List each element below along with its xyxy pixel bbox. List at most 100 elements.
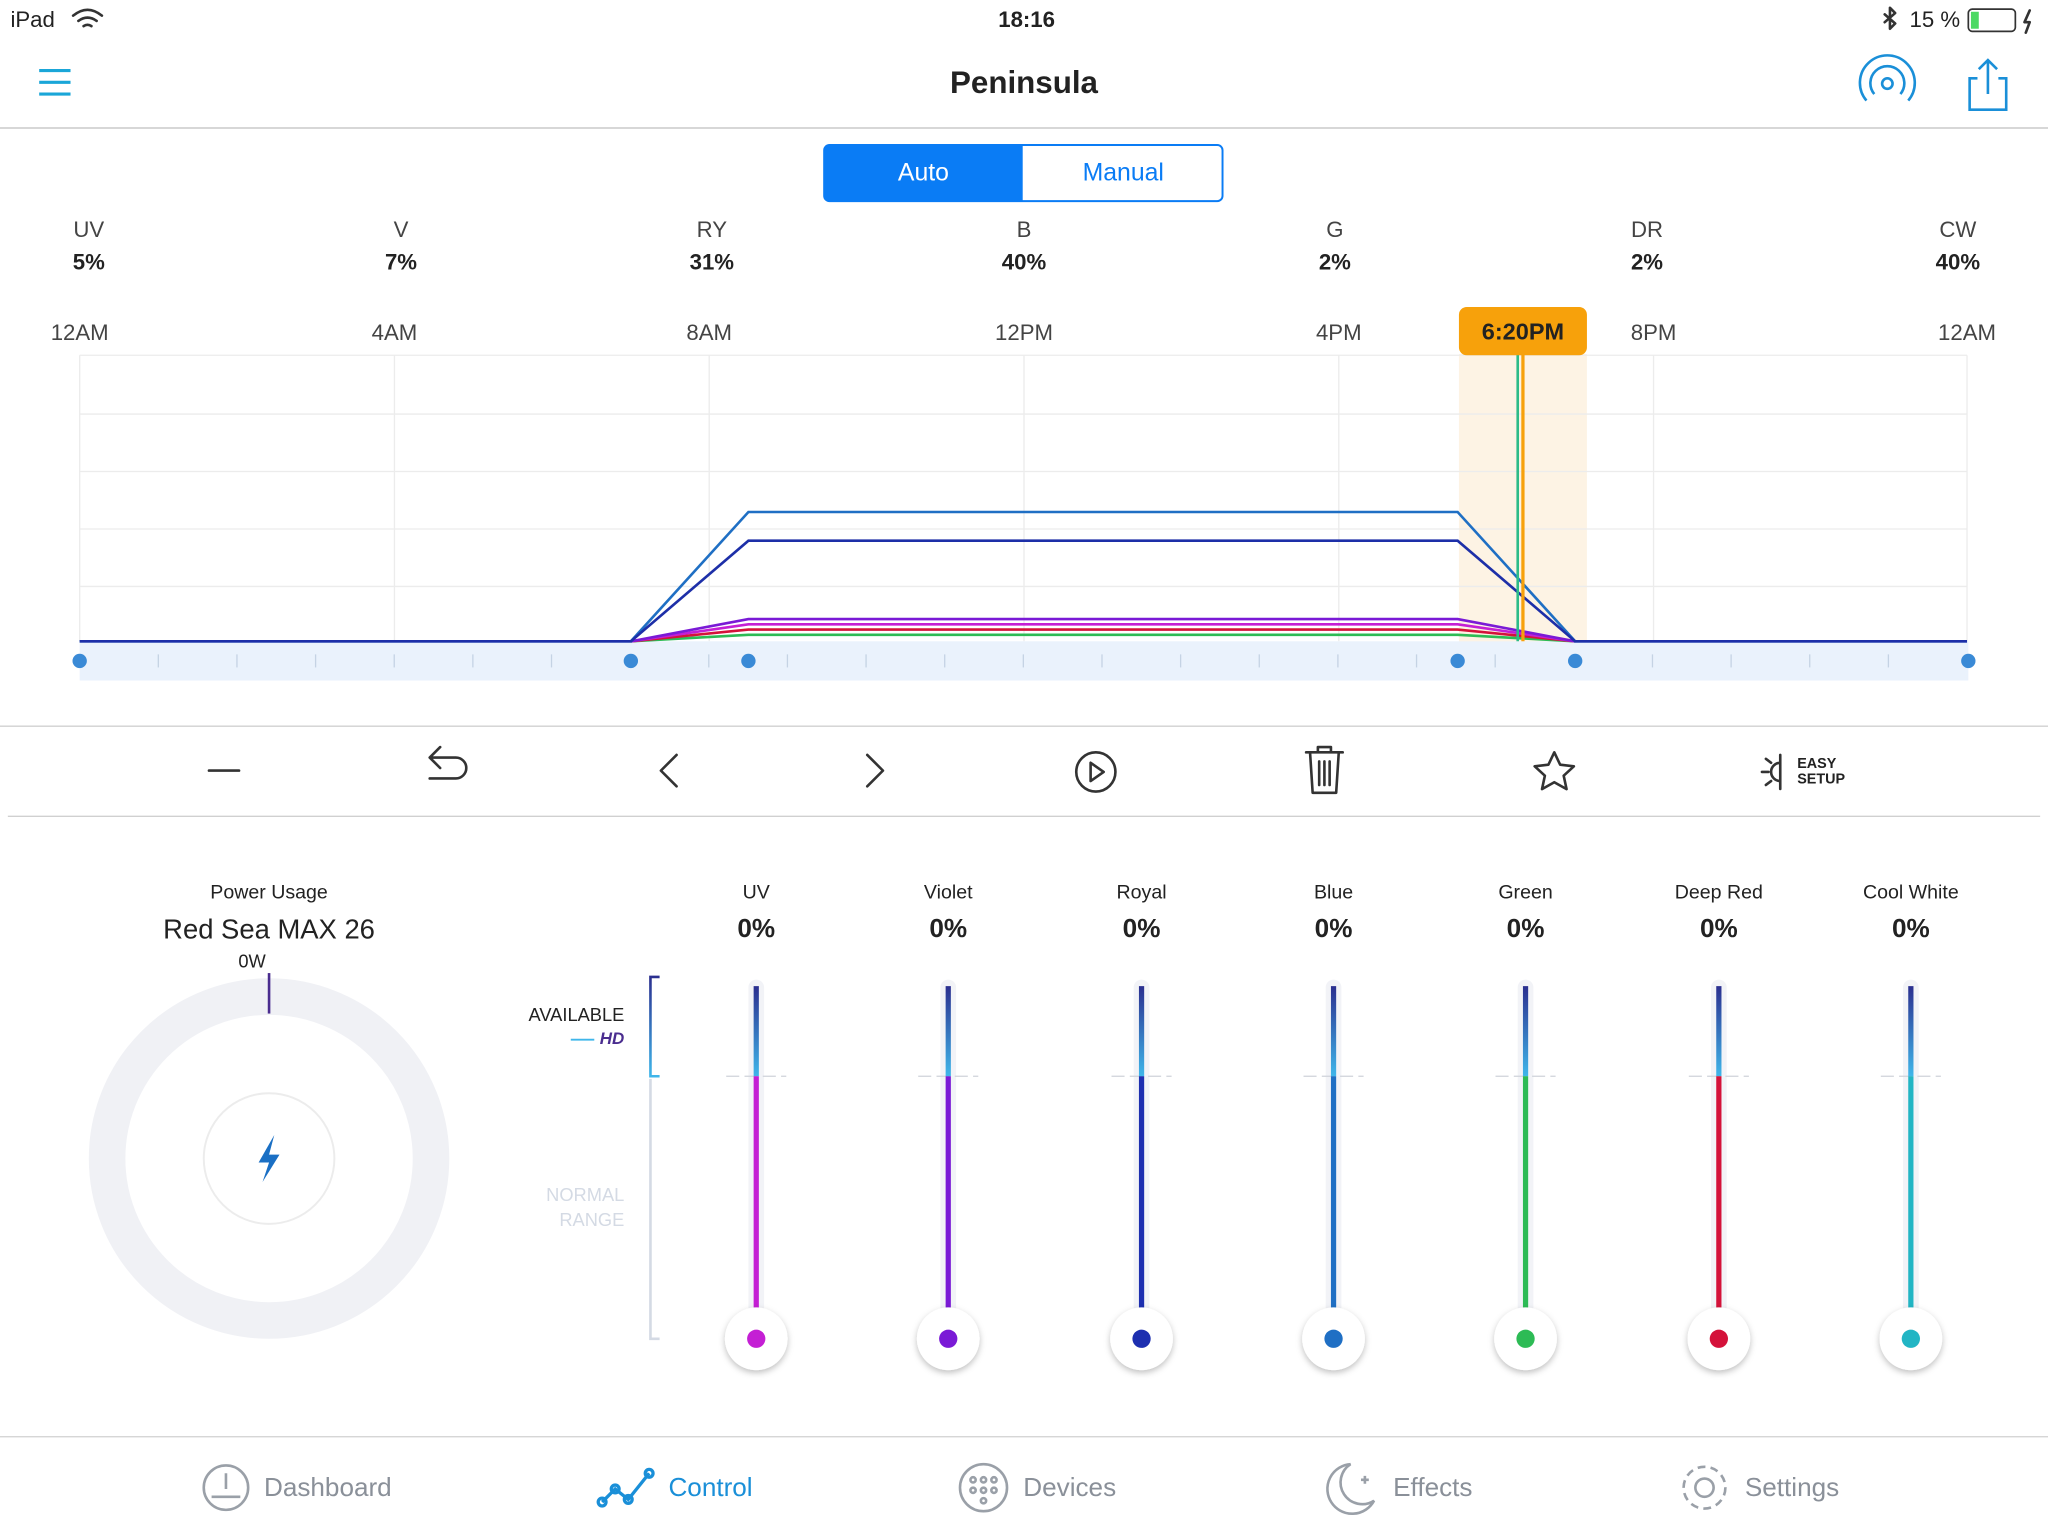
power-watts: 0W: [238, 950, 266, 971]
slider-value: 0%: [1507, 913, 1545, 943]
slider-hd-track: [1330, 986, 1337, 1077]
slider-value: 0%: [1700, 913, 1738, 943]
share-button[interactable]: [1968, 58, 2008, 112]
channel-slider[interactable]: Deep Red 0%: [1675, 882, 1763, 1371]
slider-track: [1716, 1076, 1722, 1312]
battery-icon: [1967, 8, 2017, 33]
slider-hd-track: [1138, 986, 1145, 1077]
channel-level: 2%: [1631, 250, 1663, 275]
current-time: 6:20PM: [1482, 318, 1564, 344]
channel-slider[interactable]: Green 0%: [1494, 882, 1557, 1371]
tab-label[interactable]: Control: [668, 1472, 752, 1502]
slider-knob-dot: [1516, 1329, 1535, 1348]
tab-icons: [202, 1462, 1727, 1515]
channel-label: UV: [73, 217, 104, 242]
slider-value: 0%: [1315, 913, 1353, 943]
bluetooth-icon: [1883, 6, 1897, 31]
control-icon[interactable]: [596, 1467, 655, 1508]
tab-label[interactable]: Effects: [1393, 1472, 1472, 1502]
slider-name: Royal: [1117, 882, 1167, 904]
time-label: 8PM: [1631, 320, 1677, 345]
schedule-points[interactable]: [72, 653, 1976, 669]
time-label: 8AM: [686, 320, 732, 345]
next-button[interactable]: [865, 753, 885, 788]
slider-name: UV: [743, 882, 770, 904]
dynamic-content: UV 5% V 7% RY 31% B 40% G 2% DR 2% CW 40% 12AM 4AM 8AM 12…: [51, 217, 1996, 1502]
menu-button[interactable]: [39, 68, 71, 96]
slider-hd-track: [1522, 986, 1529, 1077]
undo-button[interactable]: [428, 745, 468, 780]
slider-value: 0%: [929, 913, 967, 943]
slider-track: [1522, 1076, 1529, 1312]
tab-label[interactable]: Settings: [1745, 1472, 1839, 1502]
slider-knob-dot: [1709, 1329, 1728, 1348]
hd-label: HD: [600, 1029, 625, 1048]
channel-label: B: [1017, 217, 1032, 242]
delete-button[interactable]: [1304, 745, 1344, 795]
settings-icon[interactable]: [1682, 1465, 1727, 1510]
slider-hd-track: [753, 986, 759, 1077]
easy-setup-button[interactable]: [1760, 753, 1782, 791]
slider-knob-dot: [1324, 1329, 1343, 1348]
mode-auto[interactable]: Auto: [898, 159, 949, 186]
power-label: Power Usage: [210, 882, 328, 904]
channel-level: 2%: [1319, 250, 1351, 275]
channel-slider[interactable]: Violet 0%: [916, 882, 980, 1371]
slider-value: 0%: [1123, 913, 1161, 943]
channel-slider[interactable]: Royal 0%: [1110, 882, 1173, 1371]
normal-range-label: NORMAL: [546, 1184, 624, 1205]
slider-name: Green: [1498, 882, 1552, 904]
easy-setup-label: SETUP: [1797, 772, 1845, 788]
slider-track: [1138, 1076, 1145, 1312]
play-button[interactable]: [1074, 751, 1117, 793]
mode-manual[interactable]: Manual: [1083, 159, 1164, 186]
status-time: 18:16: [998, 7, 1055, 32]
channel-slider[interactable]: UV 0%: [724, 882, 788, 1371]
hd-bracket: [649, 975, 660, 1078]
tab-label[interactable]: Dashboard: [264, 1472, 392, 1502]
channel-slider[interactable]: Blue 0%: [1302, 882, 1365, 1371]
channel-label: RY: [697, 217, 728, 242]
favorite-button[interactable]: [1533, 751, 1576, 791]
battery-level: [1970, 11, 1979, 29]
slider-knob-dot: [939, 1329, 958, 1348]
slider-hd-track: [1716, 986, 1722, 1077]
broadcast-button[interactable]: [1858, 54, 1917, 102]
current-time-badge: [1458, 306, 1587, 356]
page-title: Peninsula: [950, 65, 1099, 100]
easy-setup-label: EASY: [1797, 756, 1837, 772]
channel-label: V: [394, 217, 409, 242]
dashboard-icon[interactable]: [202, 1464, 250, 1512]
toolbar: [207, 745, 1782, 795]
channel-level: 40%: [1002, 250, 1047, 275]
time-label: 12AM: [51, 320, 109, 345]
slider-name: Deep Red: [1675, 882, 1763, 904]
slider-hd-track: [1908, 986, 1914, 1077]
mode-selected: [824, 144, 1023, 202]
slider-track: [945, 1076, 951, 1312]
schedule-grid: [79, 354, 1968, 642]
slider-knob-dot: [1901, 1329, 1920, 1348]
slider-hd-track: [945, 986, 951, 1077]
previous-button[interactable]: [659, 753, 678, 788]
slider-value: 0%: [737, 913, 775, 943]
channel-slider[interactable]: Cool White 0%: [1863, 882, 1959, 1371]
channel-label: G: [1326, 217, 1343, 242]
effects-icon[interactable]: [1326, 1462, 1376, 1515]
status-battery: 15 %: [1910, 7, 1961, 32]
slider-knob-dot: [1132, 1329, 1151, 1348]
slider-value: 0%: [1892, 913, 1930, 943]
time-label: 12AM: [1938, 320, 1996, 345]
slider-track: [753, 1076, 759, 1312]
tab-label[interactable]: Devices: [1023, 1472, 1116, 1502]
charging-icon: [2023, 9, 2032, 34]
normal-bracket: [649, 1078, 660, 1341]
slider-track: [1908, 1076, 1914, 1312]
device-name: Red Sea MAX 26: [163, 914, 375, 945]
devices-icon[interactable]: [958, 1462, 1009, 1513]
time-label: 4PM: [1316, 320, 1362, 345]
available-label: AVAILABLE: [529, 1004, 625, 1025]
wifi-icon: [71, 8, 104, 28]
